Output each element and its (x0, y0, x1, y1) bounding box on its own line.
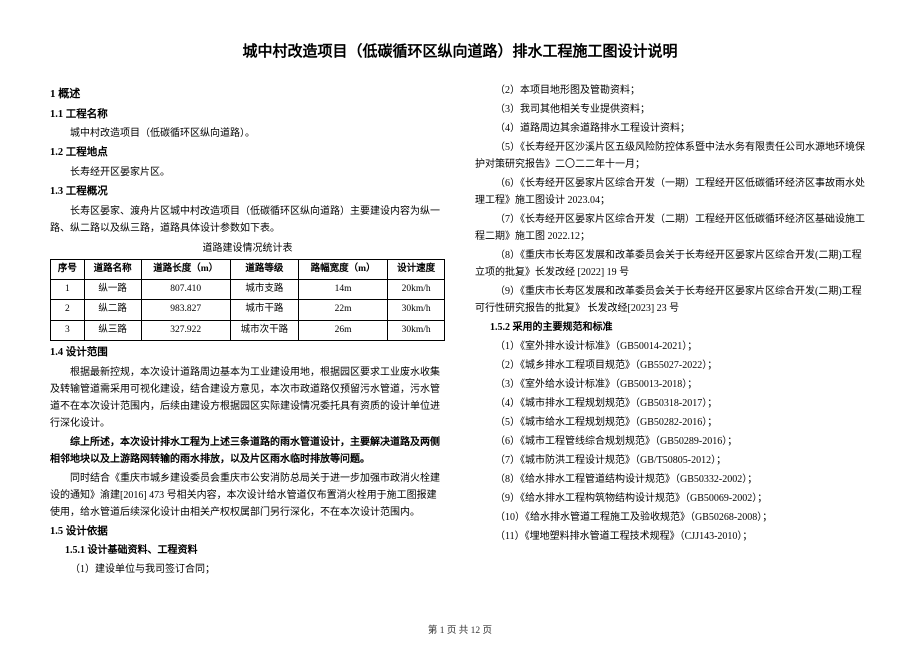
para-1-4a: 根据最新控规，本次设计道路周边基本为工业建设用地，根据园区要求工业废水收集及转输… (50, 364, 445, 432)
table-row: 2 纵二路 983.827 城市干路 22m 30km/h (51, 300, 445, 320)
table-header-row: 序号 道路名称 道路长度（m） 道路等级 路幅宽度（m） 设计速度 (51, 259, 445, 279)
content-columns: 1 概述 1.1 工程名称 城中村改造项目（低碳循环区纵向道路）。 1.2 工程… (50, 82, 870, 580)
table-header: 道路名称 (84, 259, 141, 279)
page-footer: 第 1 页 共 12 页 (0, 624, 920, 639)
table-cell: 22m (299, 300, 388, 320)
section-1-3: 1.3 工程概况 (50, 184, 445, 201)
list-item: （8）《重庆市长寿区发展和改革委员会关于长寿经开区晏家片区综合开发(二期)工程立… (475, 247, 870, 281)
list-item: （9）《重庆市长寿区发展和改革委员会关于长寿经开区晏家片区综合开发(二期)工程可… (475, 283, 870, 317)
section-1-5-2: 1.5.2 采用的主要规范和标准 (475, 320, 870, 336)
section-1-2: 1.2 工程地点 (50, 145, 445, 162)
table-cell: 纵二路 (84, 300, 141, 320)
table-cell: 30km/h (388, 300, 445, 320)
list-item: （5）《城市给水工程规划规范》（GB50282-2016）； (475, 414, 870, 431)
table-cell: 30km/h (388, 320, 445, 340)
list-item: （9）《给水排水工程构筑物结构设计规范》（GB50069-2002）； (475, 490, 870, 507)
list-item: （10）《给水排水管道工程施工及验收规范》（GB50268-2008）； (475, 509, 870, 526)
table-cell: 2 (51, 300, 85, 320)
table-row: 3 纵三路 327.922 城市次干路 26m 30km/h (51, 320, 445, 340)
left-column: 1 概述 1.1 工程名称 城中村改造项目（低碳循环区纵向道路）。 1.2 工程… (50, 82, 445, 580)
table-cell: 1 (51, 280, 85, 300)
table-cell: 3 (51, 320, 85, 340)
section-1-4: 1.4 设计范围 (50, 345, 445, 362)
list-item: （6）《长寿经开区晏家片区综合开发（一期）工程经开区低碳循环经济区事故雨水处理工… (475, 175, 870, 209)
list-item: （2）本项目地形图及管勘资料； (475, 82, 870, 99)
list-item: （4）《城市排水工程规划规范》（GB50318-2017）； (475, 395, 870, 412)
right-column: （2）本项目地形图及管勘资料； （3）我司其他相关专业提供资料； （4）道路周边… (475, 82, 870, 580)
para-1-4b: 综上所述，本次设计排水工程为上述三条道路的雨水管道设计，主要解决道路及两侧相邻地… (50, 434, 445, 468)
list-item: （7）《长寿经开区晏家片区综合开发（二期）工程经开区低碳循环经济区基础设施工程二… (475, 211, 870, 245)
road-stats-table: 序号 道路名称 道路长度（m） 道路等级 路幅宽度（m） 设计速度 1 纵一路 … (50, 259, 445, 341)
table-cell: 纵三路 (84, 320, 141, 340)
table-cell: 城市次干路 (230, 320, 298, 340)
table-cell: 983.827 (141, 300, 230, 320)
list-item: （6）《城市工程管线综合规划规范》（GB50289-2016）； (475, 433, 870, 450)
section-1-5-1: 1.5.1 设计基础资料、工程资料 (50, 543, 445, 559)
main-title: 城中村改造项目（低碳循环区纵向道路）排水工程施工图设计说明 (50, 40, 870, 64)
table-header: 序号 (51, 259, 85, 279)
list-item: （1）《室外排水设计标准》（GB50014-2021）； (475, 338, 870, 355)
para-1-4c: 同时结合《重庆市城乡建设委员会重庆市公安消防总局关于进一步加强市政消火栓建设的通… (50, 470, 445, 521)
para-1-1: 城中村改造项目（低碳循环区纵向道路）。 (50, 125, 445, 142)
table-caption: 道路建设情况统计表 (50, 241, 445, 257)
table-cell: 纵一路 (84, 280, 141, 300)
table-cell: 城市干路 (230, 300, 298, 320)
list-item: （5）《长寿经开区沙溪片区五级风险防控体系暨中法水务有限责任公司水源地环境保护对… (475, 139, 870, 173)
list-item: （11）《埋地塑料排水管道工程技术规程》（CJJ143-2010）； (475, 528, 870, 545)
list-item: （2）《城乡排水工程项目规范》（GB55027-2022）； (475, 357, 870, 374)
table-cell: 14m (299, 280, 388, 300)
table-cell: 城市支路 (230, 280, 298, 300)
table-header: 道路长度（m） (141, 259, 230, 279)
table-cell: 26m (299, 320, 388, 340)
list-item: （1）建设单位与我司签订合同； (50, 561, 445, 578)
list-item: （3）我司其他相关专业提供资料； (475, 101, 870, 118)
list-item: （4）道路周边其余道路排水工程设计资料； (475, 120, 870, 137)
para-1-2: 长寿经开区晏家片区。 (50, 164, 445, 181)
list-item: （3）《室外给水设计标准》（GB50013-2018）； (475, 376, 870, 393)
section-1-5: 1.5 设计依据 (50, 524, 445, 541)
section-1-1: 1.1 工程名称 (50, 107, 445, 124)
table-header: 设计速度 (388, 259, 445, 279)
section-1: 1 概述 (50, 86, 445, 104)
list-item: （7）《城市防洪工程设计规范》（GB/T50805-2012）； (475, 452, 870, 469)
para-1-3: 长寿区晏家、渡舟片区城中村改造项目（低碳循环区纵向道路）主要建设内容为纵一路、纵… (50, 203, 445, 237)
table-row: 1 纵一路 807.410 城市支路 14m 20km/h (51, 280, 445, 300)
table-cell: 327.922 (141, 320, 230, 340)
table-cell: 20km/h (388, 280, 445, 300)
table-header: 路幅宽度（m） (299, 259, 388, 279)
table-header: 道路等级 (230, 259, 298, 279)
list-item: （8）《给水排水工程管道结构设计规范》（GB50332-2002）； (475, 471, 870, 488)
table-cell: 807.410 (141, 280, 230, 300)
